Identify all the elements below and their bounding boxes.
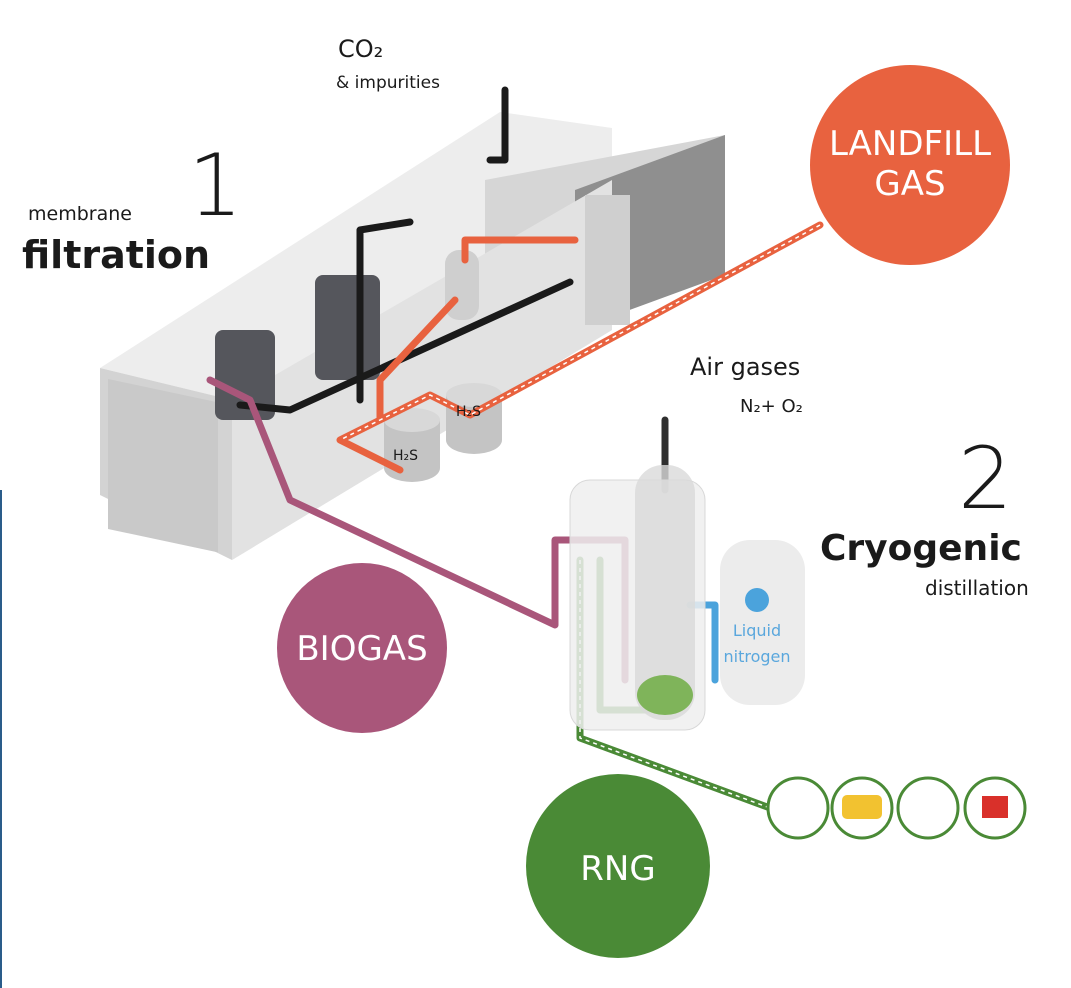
bus [842, 795, 882, 819]
circle-label: RNG [580, 849, 655, 889]
co2-formula: CO₂ [338, 35, 383, 63]
air-label: Air gases [690, 353, 800, 381]
process-diagram: CO₂ & impurities 1 membrane filtration L… [0, 0, 1071, 988]
step-subtitle: distillation [925, 576, 1029, 600]
liquid-methane [637, 675, 693, 715]
step-number: 1 [188, 136, 243, 236]
step-title: filtration [22, 233, 210, 277]
tank-label: H₂S [393, 448, 418, 464]
circle-label: LANDFILL [829, 124, 991, 164]
snowflake-icon [745, 588, 769, 612]
circle-label: BIOGAS [296, 629, 427, 669]
step-subtitle: membrane [28, 203, 132, 225]
tank-label: H₂S [456, 404, 481, 420]
circle-label: GAS [874, 164, 945, 204]
step-title: Cryogenic [820, 528, 1022, 569]
nitrogen-label: Liquid [733, 621, 781, 640]
co2-label: & impurities [336, 73, 440, 93]
step-number: 2 [958, 429, 1013, 529]
nitrogen-label: nitrogen [723, 647, 790, 666]
membrane-bank [315, 275, 380, 380]
compressor [585, 195, 630, 325]
icon-stove [768, 778, 828, 838]
generator [982, 796, 1008, 818]
icon-heater [898, 778, 958, 838]
air-formula: N₂+ O₂ [740, 396, 803, 417]
container-door [108, 379, 218, 552]
